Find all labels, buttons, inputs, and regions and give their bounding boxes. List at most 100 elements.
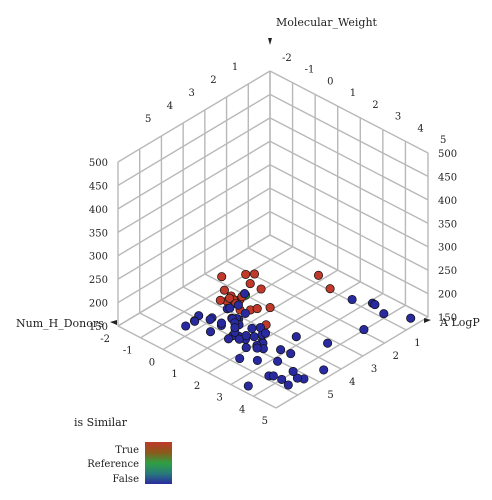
point-false-43 <box>230 323 240 333</box>
grid-line-42 <box>230 292 384 386</box>
tick-top-right-6: 4 <box>417 123 423 134</box>
grid-line-38 <box>185 269 339 362</box>
point-false-49 <box>277 374 287 384</box>
legend-title: is Similar <box>74 416 128 429</box>
axis-label-molecular-weight: Molecular_Weight <box>276 16 378 29</box>
tick-top-left-4: 5 <box>145 114 151 125</box>
tick-top-left-2: 3 <box>188 88 194 99</box>
tick-top-right-4: 2 <box>372 100 378 111</box>
point-false-55 <box>286 349 296 359</box>
grid-line-20 <box>117 187 271 280</box>
tick-top-right-1: -1 <box>305 65 315 76</box>
grid-line-46 <box>275 316 429 409</box>
point-false-5 <box>370 300 380 310</box>
tick-top-right-0: -2 <box>282 53 292 64</box>
point-false-50 <box>241 343 251 353</box>
axis-label-num-h-donors: Num_H_Donors <box>16 317 104 330</box>
point-false-60 <box>268 371 278 381</box>
tick-right-7: 150 <box>438 313 457 324</box>
grid-line-28 <box>117 93 271 187</box>
tick-right-0: 500 <box>438 149 457 160</box>
point-false-54 <box>235 353 245 364</box>
point-true-2 <box>256 284 266 294</box>
grid-line-27 <box>269 117 429 201</box>
tick-bottom-right-1: 2 <box>393 351 399 362</box>
point-false-56 <box>292 373 302 383</box>
tick-top-left-0: 1 <box>232 62 238 73</box>
point-false-46 <box>243 381 253 391</box>
point-false-9 <box>406 313 416 323</box>
tick-left-2: 400 <box>89 205 108 216</box>
point-true-1 <box>313 270 324 280</box>
point-true-8 <box>217 272 227 282</box>
grid-line-39 <box>204 273 364 357</box>
point-true-4 <box>265 303 275 313</box>
data-points <box>181 269 416 391</box>
point-false-31 <box>323 338 333 348</box>
tick-right-2: 400 <box>438 196 457 207</box>
grid-line-26 <box>117 117 271 210</box>
tick-bottom-left-5: 3 <box>216 393 222 404</box>
grid-line-19 <box>269 210 429 295</box>
tick-right-1: 450 <box>438 172 457 183</box>
tick-bottom-right-0: 1 <box>414 338 420 349</box>
tick-bottom-left-0: -2 <box>100 334 110 345</box>
tick-top-right-5: 3 <box>395 112 401 123</box>
axis-arrow-y <box>424 318 431 323</box>
tick-right-3: 350 <box>438 219 457 230</box>
tick-bottom-left-4: 2 <box>194 381 200 392</box>
tick-left-6: 200 <box>89 299 108 310</box>
point-false-20 <box>225 303 235 313</box>
point-true-20 <box>215 295 225 305</box>
tick-bottom-right-4: 5 <box>327 390 333 401</box>
grid-line-18 <box>117 210 271 304</box>
grid-line-34 <box>140 246 293 339</box>
point-false-57 <box>273 356 283 366</box>
point-false-4 <box>379 309 389 319</box>
axis-label-alogp: A LogP <box>439 316 480 329</box>
point-true-5 <box>245 279 255 289</box>
point-false-12 <box>233 300 243 310</box>
tick-labels: 5004504003503002502001505004504003503002… <box>89 53 457 427</box>
grid-line-47 <box>117 325 277 409</box>
point-false-26 <box>181 321 191 331</box>
grid-line-33 <box>269 234 429 318</box>
point-false-28 <box>205 314 215 325</box>
point-false-1 <box>347 294 357 305</box>
point-false-21 <box>249 332 259 342</box>
axis-arrow-z <box>268 38 272 45</box>
tick-left-4: 300 <box>89 252 108 263</box>
point-false-45 <box>241 331 251 341</box>
grid-line-21 <box>269 187 429 271</box>
tick-left-7: 150 <box>89 322 108 333</box>
point-false-38 <box>216 318 227 328</box>
tick-left-1: 450 <box>89 181 108 192</box>
grid-line-24 <box>117 140 271 233</box>
grid-line-25 <box>269 140 429 224</box>
grid-line-45 <box>139 312 299 396</box>
tick-left-5: 250 <box>89 275 108 286</box>
tick-bottom-left-3: 1 <box>171 369 177 380</box>
point-true-7 <box>325 284 335 294</box>
grid-line-23 <box>269 164 429 248</box>
point-false-23 <box>291 332 301 342</box>
tick-left-3: 350 <box>89 228 108 239</box>
point-false-51 <box>223 334 234 344</box>
point-false-44 <box>252 343 262 353</box>
grid-line-29 <box>269 93 429 178</box>
point-false-53 <box>252 355 262 365</box>
point-false-7 <box>359 325 369 335</box>
grid-line-40 <box>207 281 361 374</box>
tick-right-6: 200 <box>438 290 457 301</box>
tick-bottom-left-6: 4 <box>239 404 245 415</box>
tick-right-4: 300 <box>438 243 457 254</box>
point-false-58 <box>288 366 298 376</box>
tick-bottom-right-3: 4 <box>349 377 355 388</box>
point-true-6 <box>241 269 251 279</box>
point-false-48 <box>319 365 329 375</box>
tick-bottom-left-2: 0 <box>149 357 155 368</box>
tick-top-right-3: 1 <box>350 88 356 99</box>
tick-top-left-1: 2 <box>210 75 216 86</box>
legend-entry-reference: Reference <box>87 459 139 470</box>
